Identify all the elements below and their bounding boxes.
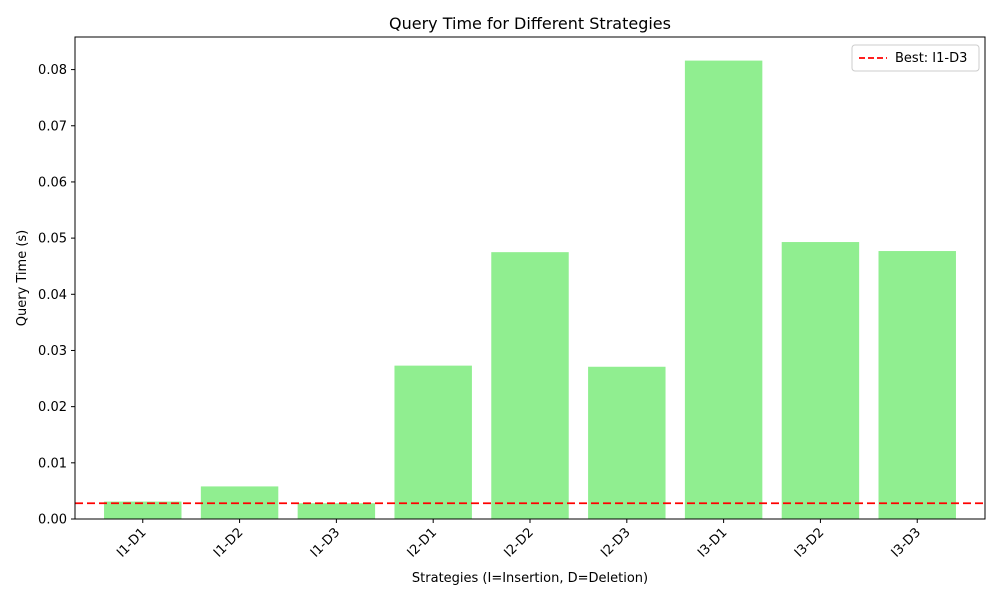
y-tick-label: 0.01 bbox=[38, 456, 67, 471]
x-tick-label: I2-D2 bbox=[501, 525, 536, 560]
bar-I3-D1 bbox=[684, 60, 763, 519]
legend-label: Best: I1-D3 bbox=[895, 51, 967, 66]
y-tick-label: 0.03 bbox=[38, 344, 67, 359]
y-tick-label: 0.08 bbox=[38, 63, 67, 78]
bars-group bbox=[104, 60, 956, 519]
x-tick-label: I1-D2 bbox=[211, 525, 246, 560]
bar-I2-D2 bbox=[491, 252, 569, 519]
bar-I3-D2 bbox=[781, 242, 860, 519]
y-axis-label: Query Time (s) bbox=[15, 230, 30, 327]
x-tick-label: I3-D3 bbox=[889, 525, 924, 560]
y-tick-label: 0.07 bbox=[38, 119, 67, 134]
x-tick-label: I1-D3 bbox=[308, 525, 343, 560]
y-tick-label: 0.06 bbox=[38, 175, 67, 190]
bar-I2-D1 bbox=[394, 365, 472, 519]
plot-frame bbox=[74, 36, 986, 520]
y-tick-label: 0.02 bbox=[38, 400, 67, 415]
y-tick-label: 0.00 bbox=[38, 513, 67, 528]
legend: Best: I1-D3 bbox=[851, 44, 980, 72]
x-tick-label: I1-D1 bbox=[114, 525, 149, 560]
x-tick-label: I3-D2 bbox=[792, 525, 827, 560]
y-tick-label: 0.05 bbox=[38, 232, 67, 247]
x-tick-label: I2-D1 bbox=[405, 525, 440, 560]
x-axis: I1-D1 I1-D2 I1-D3 I2-D1 I2-D2 I2-D3 I3-D1 I3-D2… bbox=[114, 519, 924, 561]
bar-I2-D3 bbox=[588, 366, 666, 519]
x-tick-label: I2-D3 bbox=[598, 525, 633, 560]
chart-title: Query Time for Different Strategies bbox=[389, 14, 671, 33]
bar-I1-D3 bbox=[297, 503, 376, 519]
legend-box bbox=[851, 44, 980, 72]
x-axis-label: Strategies (I=Insertion, D=Deletion) bbox=[412, 571, 648, 586]
bar-I1-D1 bbox=[104, 501, 182, 519]
x-tick-label: I3-D1 bbox=[695, 525, 730, 560]
y-axis: 0.00 0.01 0.02 0.03 0.04 0.05 0.06 0.07 0.08 bbox=[38, 63, 75, 528]
bar-I3-D3 bbox=[878, 251, 956, 519]
y-tick-label: 0.04 bbox=[38, 288, 67, 303]
